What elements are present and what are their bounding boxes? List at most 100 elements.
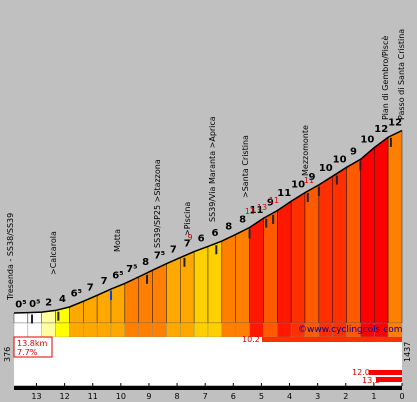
gradient-label: 7⁵ <box>126 264 137 275</box>
km-tick <box>317 383 319 386</box>
red-gradient-label: 11 <box>269 196 279 205</box>
km-tick <box>176 383 178 386</box>
profile-segment-22 <box>318 175 333 324</box>
altitude-strip-cell-9 <box>138 322 153 338</box>
location-marker <box>306 193 309 203</box>
km-tick-label: 12 <box>60 392 70 401</box>
bar-3-label: 13.2 <box>362 376 380 385</box>
altitude-strip-cell-6 <box>96 322 112 338</box>
profile-segment-19 <box>277 200 292 324</box>
location-marker <box>335 175 338 185</box>
location-label: Mezzomonte <box>301 125 310 176</box>
location-label: Pian di Gembro/Piscè <box>380 36 390 120</box>
location-label: >Santa Cristina <box>241 135 250 198</box>
gradient-label: 10 <box>291 180 305 191</box>
red-gradient-label: 13 <box>257 203 267 212</box>
location-marker <box>272 214 275 224</box>
km-tick-label: 10 <box>116 392 126 401</box>
altitude-strip-cell-13 <box>193 322 209 338</box>
km-tick <box>289 383 291 386</box>
bar-2-label: 12.0 <box>352 368 370 377</box>
km-tick-label: 2 <box>343 392 348 401</box>
altitude-strip-cell-19 <box>277 322 292 338</box>
gradient-label: 8 <box>225 221 232 232</box>
km-tick-label: 9 <box>146 392 151 401</box>
profile-segment-16 <box>235 227 250 324</box>
stats-box <box>13 336 53 358</box>
gradient-label: 7 <box>87 282 94 293</box>
gradient-label: 6 <box>211 228 218 239</box>
location-labels: Tresenda - SS38/SS39 >Calcarola Motta SS39/… <box>6 29 406 301</box>
location-marker <box>215 245 218 255</box>
altitude-strip-cell-1 <box>27 322 42 338</box>
altitude-strip-cell-5 <box>83 322 98 338</box>
gradient-label: 10 <box>360 135 374 146</box>
altitude-strip-cell-3 <box>55 322 70 338</box>
km-scale-bar <box>14 386 402 390</box>
profile-segment-10 <box>152 263 167 324</box>
profile-segment-0 <box>13 312 29 324</box>
altitude-label: 1437 <box>403 342 412 362</box>
profile-segment-13 <box>193 246 209 324</box>
km-tick <box>64 383 66 386</box>
info-area <box>14 337 402 385</box>
location-marker <box>359 161 362 171</box>
gradient-label: 12 <box>374 124 388 135</box>
profile-segment-27 <box>387 130 403 324</box>
km-tick <box>35 383 37 386</box>
gradient-label: 11 <box>277 188 291 199</box>
km-tick-label: 0 <box>399 392 404 401</box>
red-gradient-label: 11 <box>304 176 314 185</box>
km-tick <box>148 383 150 386</box>
altitude-strip-cell-8 <box>124 322 139 338</box>
altitude-strip-cell-0 <box>13 322 29 338</box>
red-gradient-label: 13 <box>245 207 255 216</box>
altitude-strip-cell-4 <box>69 322 84 338</box>
bar-1-label: 10.2 <box>242 335 260 344</box>
gradient-label: 6⁵ <box>71 288 82 299</box>
gradient-label: 0⁵ <box>29 299 40 310</box>
profile-segment-23 <box>332 166 347 324</box>
location-label: SS39/SP25 >Stazzona <box>153 159 162 248</box>
altitude-strip-cell-11 <box>166 322 181 338</box>
profile-segment-9 <box>138 269 153 324</box>
km-tick-label: 11 <box>88 392 98 401</box>
watermark: ©www.cyclingcols.com <box>298 325 402 335</box>
location-label: Tresenda - SS38/SS39 <box>6 213 15 301</box>
km-tick <box>232 383 234 386</box>
gradient-label: 6⁵ <box>112 270 123 281</box>
bar-3 <box>376 377 402 382</box>
red-gradient-label: 9 <box>187 233 192 242</box>
gradient-label: 12 <box>388 118 402 129</box>
km-tick <box>345 383 347 386</box>
km-tick <box>92 383 94 386</box>
location-marker <box>57 311 60 321</box>
location-marker <box>317 186 320 196</box>
location-marker <box>110 291 112 301</box>
profile-segment-12 <box>180 251 195 324</box>
altitude-strip-cell-14 <box>207 322 223 338</box>
profile-segment-11 <box>166 257 181 324</box>
profile-segment-21 <box>304 184 320 324</box>
profile-segment-14 <box>207 240 223 324</box>
bar-1 <box>262 337 402 342</box>
location-label: Motta <box>113 229 122 252</box>
gradient-label: 7⁵ <box>154 251 165 262</box>
altitude-label: 376 <box>3 347 12 362</box>
location-markers <box>31 137 392 324</box>
profile-segment-1 <box>27 311 42 324</box>
profile-segment-17 <box>249 217 264 324</box>
gradient-label: 7 <box>170 245 177 256</box>
location-label: Passo di Santa Cristina <box>397 29 406 120</box>
location-marker <box>389 137 392 147</box>
profile-segment-24 <box>346 159 361 324</box>
km-tick-label: 8 <box>175 392 180 401</box>
km-tick-label: 5 <box>259 392 264 401</box>
profile-segment-8 <box>124 276 139 324</box>
location-label: >Piscina <box>183 202 192 236</box>
location-marker <box>31 314 34 324</box>
location-marker <box>183 257 186 267</box>
gradient-label: 10 <box>319 163 333 174</box>
